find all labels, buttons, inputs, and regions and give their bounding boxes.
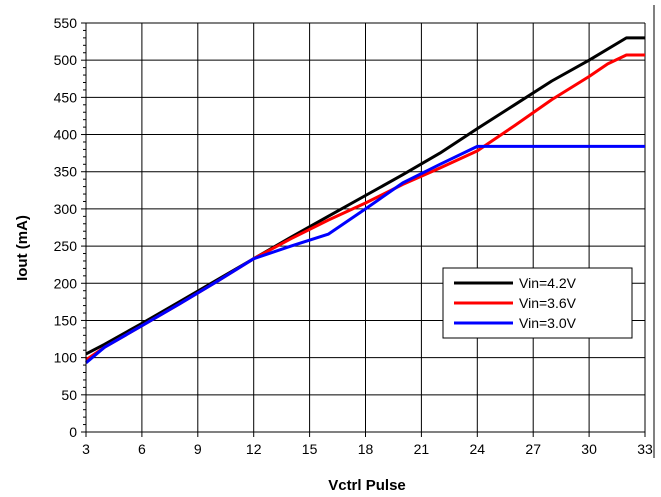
x-tick-label: 30	[581, 441, 597, 457]
y-tick-label: 200	[54, 275, 78, 291]
x-tick-labels: 3 6 9 12 15 18 21 24 27 30 33	[82, 441, 653, 457]
x-tick-label: 24	[470, 441, 486, 457]
x-tick-label: 18	[358, 441, 374, 457]
y-axis-title: Iout (mA)	[14, 215, 31, 281]
legend-label: Vin=3.6V	[519, 295, 577, 311]
x-axis-title: Vctrl Pulse	[328, 477, 406, 494]
y-tick-label: 100	[54, 350, 78, 366]
x-tick-label: 21	[414, 441, 430, 457]
legend-label: Vin=3.0V	[519, 315, 577, 331]
y-tick-label: 500	[54, 52, 78, 68]
y-tick-label: 550	[54, 15, 78, 31]
series-lines	[85, 36, 645, 364]
y-tick-labels: 0 50 100 150 200 250 300 350 400 450 500 550	[54, 15, 78, 440]
y-tick-label: 250	[54, 238, 78, 254]
x-tick-label: 15	[302, 441, 318, 457]
axes	[81, 22, 646, 437]
series-line	[85, 144, 645, 364]
y-tick-label: 450	[54, 89, 78, 105]
legend: Vin=4.2V Vin=3.6V Vin=3.0V	[442, 267, 633, 339]
y-tick-label: 50	[61, 387, 77, 403]
x-tick-label: 12	[246, 441, 262, 457]
y-tick-label: 400	[54, 127, 78, 143]
legend-label: Vin=4.2V	[519, 275, 577, 291]
x-tick-label: 3	[82, 441, 90, 457]
x-tick-label: 6	[138, 441, 146, 457]
y-tick-label: 350	[54, 164, 78, 180]
series-line	[85, 36, 645, 356]
y-tick-label: 300	[54, 201, 78, 217]
x-tick-label: 33	[637, 441, 653, 457]
x-tick-label: 27	[525, 441, 541, 457]
y-tick-label: 150	[54, 312, 78, 328]
x-tick-label: 9	[194, 441, 202, 457]
y-tick-label: 0	[69, 424, 77, 440]
